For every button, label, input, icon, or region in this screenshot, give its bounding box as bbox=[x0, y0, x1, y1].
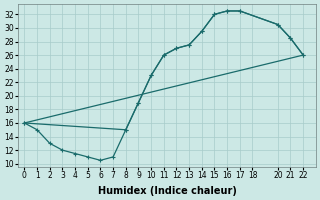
X-axis label: Humidex (Indice chaleur): Humidex (Indice chaleur) bbox=[98, 186, 236, 196]
